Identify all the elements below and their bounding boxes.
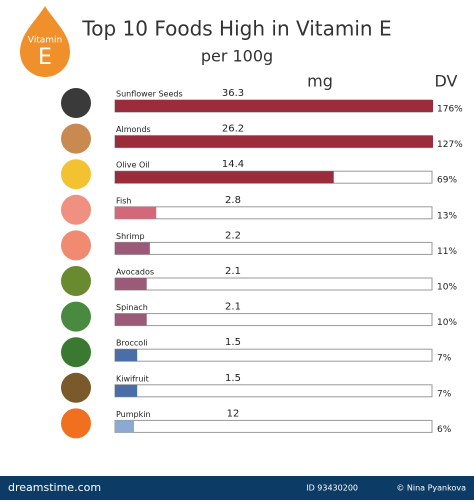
dv-label: 176% — [437, 105, 463, 115]
category-label: Fish — [116, 196, 131, 205]
mg-label: 14.4 — [222, 159, 244, 170]
category-label: Pumpkin — [116, 410, 151, 419]
bar-frame — [114, 241, 433, 255]
dv-label: 10% — [437, 283, 457, 293]
mg-label: 36.3 — [222, 88, 244, 99]
dv-label: 10% — [437, 318, 457, 328]
food-icon — [61, 337, 91, 368]
dv-label: 6% — [437, 425, 452, 435]
mg-label: 1.5 — [225, 337, 241, 348]
bar — [115, 278, 147, 290]
badge-label: Vitamin — [28, 36, 62, 46]
dv-label: 7% — [437, 389, 452, 399]
mg-label: 2.8 — [225, 195, 241, 206]
bar — [115, 313, 147, 326]
bar — [115, 242, 150, 255]
footer-author: © Nina Pyankova — [396, 484, 466, 493]
dv-label: 69% — [437, 176, 457, 186]
food-icon — [61, 159, 91, 190]
bar — [115, 420, 135, 433]
food-icon — [61, 266, 91, 296]
dv-label: 7% — [437, 354, 452, 364]
mg-label: 2.1 — [225, 266, 241, 277]
column-header: mg — [307, 72, 333, 91]
food-icon — [61, 230, 91, 261]
food-icon — [61, 194, 91, 225]
footer-bar — [0, 476, 474, 500]
category-label: Sunflower Seeds — [116, 90, 183, 99]
food-icon — [61, 301, 91, 332]
chart-title: Top 10 Foods High in Vitamin E — [81, 17, 391, 41]
food-icon — [61, 408, 91, 439]
bar-frame — [114, 419, 433, 433]
mg-label: 2.1 — [225, 302, 241, 313]
badge — [20, 6, 70, 77]
category-label: Avocados — [116, 268, 154, 277]
dv-label: 11% — [437, 247, 457, 257]
bar — [115, 171, 334, 184]
food-icon — [61, 372, 91, 403]
bar-frame — [114, 277, 433, 291]
bar — [115, 100, 433, 112]
dv-label: 13% — [437, 211, 457, 221]
bar-frame — [114, 348, 433, 362]
column-header: DV — [435, 72, 458, 91]
food-icon — [61, 88, 91, 118]
bar-frame — [114, 313, 433, 327]
mg-label: 26.2 — [222, 124, 244, 135]
category-label: Almonds — [116, 125, 151, 134]
bar-frame — [114, 206, 433, 220]
bar — [115, 384, 138, 397]
mg-label: 1.5 — [225, 373, 241, 384]
category-label: Broccoli — [116, 339, 148, 348]
dv-label: 127% — [437, 140, 463, 150]
food-icon — [61, 123, 91, 154]
bar-frame — [114, 384, 433, 398]
category-label: Kiwifruit — [116, 374, 149, 383]
category-label: Shrimp — [116, 232, 145, 241]
bar — [115, 206, 157, 219]
bar — [115, 135, 433, 148]
bar — [115, 349, 138, 362]
mg-label: 12 — [227, 408, 240, 419]
footer-id: ID 93430200 — [306, 484, 358, 493]
footer-site: dreamstime.com — [8, 481, 101, 494]
category-label: Spinach — [116, 303, 148, 312]
chart-subtitle: per 100g — [201, 47, 273, 66]
badge-letter: E — [38, 45, 52, 70]
category-label: Olive Oil — [116, 161, 150, 170]
mg-label: 2.2 — [225, 230, 241, 241]
